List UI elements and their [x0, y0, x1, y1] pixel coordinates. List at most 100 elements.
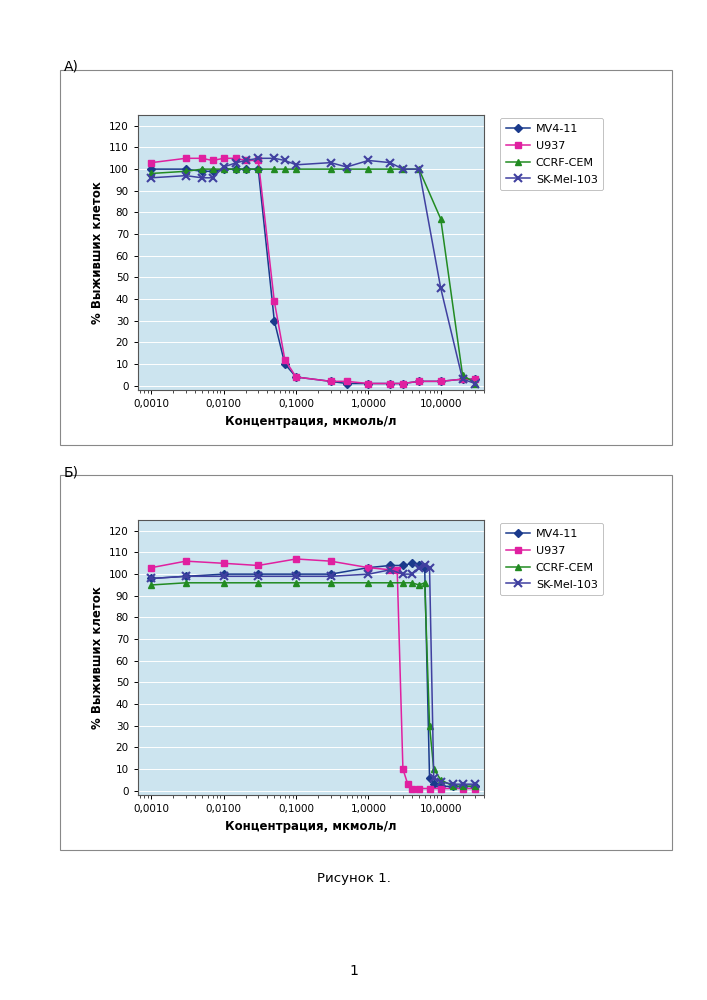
MV4-11: [327, 375, 335, 387]
Legend: MV4-11, U937, CCRF-CEM, SK-Mel-103: MV4-11, U937, CCRF-CEM, SK-Mel-103: [501, 523, 603, 595]
MV4-11: [281, 358, 289, 370]
SK-Mel-103: [254, 152, 262, 164]
MV4-11: [426, 772, 434, 784]
SK-Mel-103: [364, 568, 373, 580]
U937: [458, 783, 467, 795]
CCRF-CEM: [219, 577, 228, 589]
Text: А): А): [64, 60, 78, 74]
Line: CCRF-CEM: CCRF-CEM: [148, 580, 479, 789]
U937: [471, 783, 479, 795]
SK-Mel-103: [364, 154, 373, 166]
SK-Mel-103: [147, 572, 156, 584]
Line: MV4-11: MV4-11: [148, 166, 479, 387]
SK-Mel-103: [327, 157, 335, 169]
CCRF-CEM: [436, 213, 445, 225]
SK-Mel-103: [386, 157, 395, 169]
SK-Mel-103: [219, 161, 228, 173]
Line: SK-Mel-103: SK-Mel-103: [148, 562, 479, 788]
U937: [209, 154, 217, 166]
U937: [292, 553, 300, 565]
MV4-11: [147, 572, 156, 584]
U937: [458, 373, 467, 385]
SK-Mel-103: [292, 159, 300, 171]
SK-Mel-103: [436, 282, 445, 294]
SK-Mel-103: [408, 568, 416, 580]
SK-Mel-103: [415, 163, 423, 175]
U937: [270, 295, 279, 307]
MV4-11: [364, 378, 373, 390]
MV4-11: [232, 163, 240, 175]
CCRF-CEM: [386, 577, 395, 589]
U937: [254, 154, 262, 166]
Line: U937: U937: [148, 155, 479, 387]
CCRF-CEM: [209, 163, 217, 175]
U937: [327, 375, 335, 387]
U937: [198, 152, 206, 164]
MV4-11: [436, 375, 445, 387]
X-axis label: Концентрация, мкмоль/л: Концентрация, мкмоль/л: [226, 415, 397, 428]
CCRF-CEM: [415, 163, 423, 175]
SK-Mel-103: [426, 562, 434, 574]
MV4-11: [458, 373, 467, 385]
U937: [232, 152, 240, 164]
Text: Б): Б): [64, 465, 78, 479]
MV4-11: [415, 559, 423, 571]
CCRF-CEM: [364, 163, 373, 175]
MV4-11: [241, 163, 250, 175]
CCRF-CEM: [219, 163, 228, 175]
U937: [147, 562, 156, 574]
U937: [182, 152, 190, 164]
CCRF-CEM: [471, 378, 479, 390]
MV4-11: [399, 378, 407, 390]
CCRF-CEM: [399, 577, 407, 589]
Y-axis label: % Выживших клеток: % Выживших клеток: [90, 586, 103, 729]
SK-Mel-103: [436, 776, 445, 788]
MV4-11: [198, 165, 206, 177]
MV4-11: [209, 165, 217, 177]
MV4-11: [270, 315, 279, 327]
CCRF-CEM: [415, 579, 423, 591]
SK-Mel-103: [415, 562, 423, 574]
SK-Mel-103: [232, 157, 240, 169]
MV4-11: [342, 378, 351, 390]
MV4-11: [449, 780, 457, 792]
U937: [415, 783, 423, 795]
SK-Mel-103: [281, 154, 289, 166]
U937: [399, 378, 407, 390]
SK-Mel-103: [198, 172, 206, 184]
CCRF-CEM: [182, 165, 190, 177]
SK-Mel-103: [182, 570, 190, 582]
MV4-11: [219, 163, 228, 175]
CCRF-CEM: [254, 577, 262, 589]
CCRF-CEM: [281, 163, 289, 175]
U937: [364, 378, 373, 390]
SK-Mel-103: [182, 170, 190, 182]
MV4-11: [182, 570, 190, 582]
U937: [404, 778, 412, 790]
U937: [281, 354, 289, 366]
CCRF-CEM: [342, 163, 351, 175]
U937: [292, 371, 300, 383]
U937: [219, 152, 228, 164]
U937: [399, 763, 407, 775]
CCRF-CEM: [147, 579, 156, 591]
SK-Mel-103: [270, 152, 279, 164]
CCRF-CEM: [426, 720, 434, 732]
MV4-11: [399, 559, 407, 571]
CCRF-CEM: [449, 780, 457, 792]
U937: [364, 562, 373, 574]
U937: [393, 564, 402, 576]
U937: [408, 783, 416, 795]
CCRF-CEM: [458, 369, 467, 381]
MV4-11: [471, 780, 479, 792]
MV4-11: [292, 568, 300, 580]
SK-Mel-103: [399, 163, 407, 175]
U937: [342, 375, 351, 387]
U937: [426, 783, 434, 795]
CCRF-CEM: [147, 167, 156, 179]
Line: CCRF-CEM: CCRF-CEM: [148, 166, 479, 387]
SK-Mel-103: [219, 570, 228, 582]
SK-Mel-103: [241, 154, 250, 166]
CCRF-CEM: [292, 163, 300, 175]
CCRF-CEM: [471, 780, 479, 792]
